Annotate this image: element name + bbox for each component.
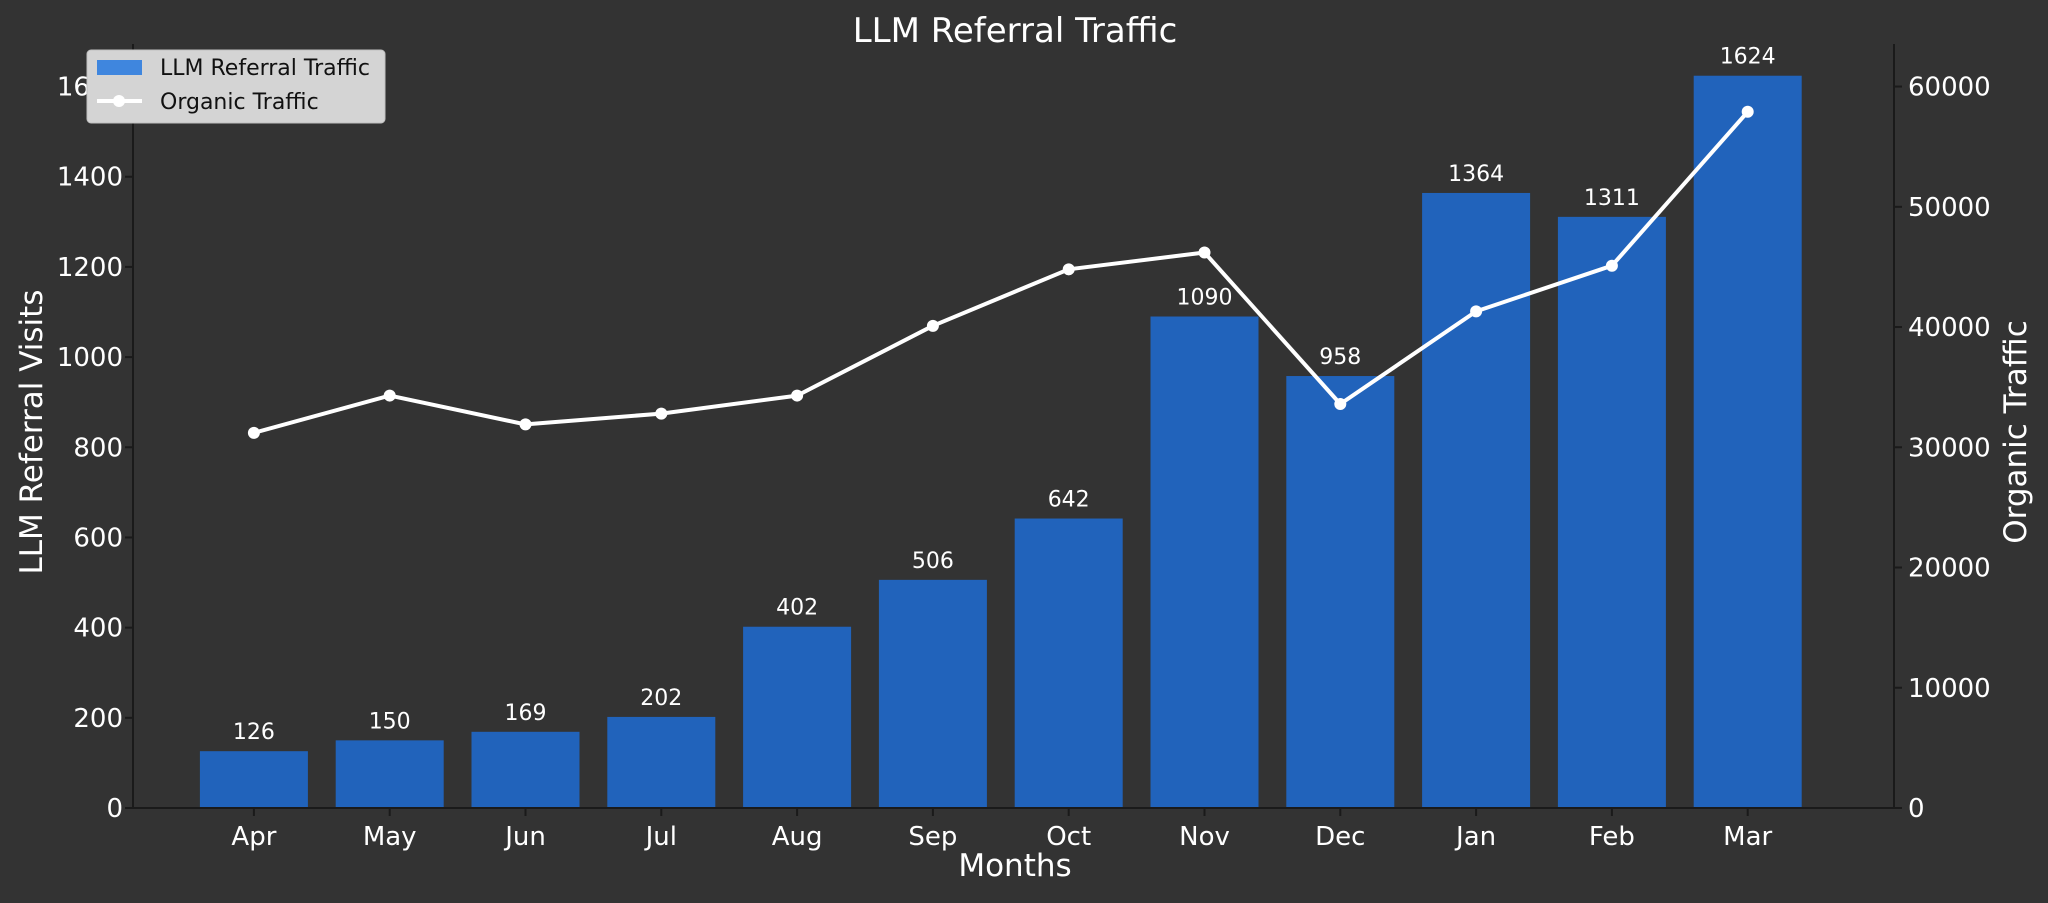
bar-value-label: 642	[1048, 488, 1090, 513]
organic-traffic-point	[1198, 246, 1211, 259]
x-tick-label: Jun	[503, 822, 546, 852]
y2-tick-label: 50000	[1908, 193, 1991, 223]
bar-value-label: 202	[640, 686, 682, 711]
y2-tick-label: 0	[1908, 794, 1925, 824]
bar	[607, 716, 716, 808]
organic-traffic-point	[1605, 259, 1618, 272]
bar	[335, 740, 444, 808]
bar-value-label: 1364	[1448, 162, 1504, 187]
organic-traffic-point	[1334, 397, 1347, 410]
bar	[743, 626, 852, 808]
x-tick-label: Jul	[644, 822, 677, 852]
bar	[1286, 376, 1395, 808]
x-tick-label: Oct	[1046, 822, 1091, 852]
x-tick-label: Aug	[772, 822, 823, 852]
y-tick-label: 400	[73, 614, 123, 644]
x-tick-label: Nov	[1179, 822, 1230, 852]
bar-value-label: 402	[776, 596, 818, 621]
x-tick-label: May	[363, 822, 417, 852]
y-tick-label: 0	[106, 794, 123, 824]
organic-traffic-point	[1741, 105, 1754, 118]
x-tick-label: Apr	[231, 822, 276, 852]
bar-value-label: 169	[505, 701, 547, 726]
organic-traffic-line	[253, 110, 1750, 435]
y2-tick-label: 40000	[1908, 313, 1991, 343]
legend-label-llm: LLM Referral Traffic	[160, 56, 370, 81]
bar-value-label: 1311	[1584, 186, 1640, 211]
legend-box	[86, 49, 386, 124]
y2-axis-label: Organic Traffic	[1998, 320, 2034, 544]
y-tick-label: 200	[73, 704, 123, 734]
y2-tick-label: 30000	[1908, 433, 1991, 463]
y-axis-label: LLM Referral Visits	[14, 290, 50, 575]
y-tick-label: 800	[73, 433, 123, 463]
bar	[1422, 192, 1531, 808]
bar	[1693, 75, 1802, 808]
bar-value-label: 1090	[1177, 286, 1233, 311]
x-tick-label: Feb	[1589, 822, 1635, 852]
chart-title: LLM Referral Traffic	[853, 11, 1178, 51]
organic-traffic-point	[247, 426, 260, 439]
bar	[1014, 518, 1123, 808]
organic-traffic-point	[519, 418, 532, 431]
x-tick-label: Mar	[1723, 822, 1772, 852]
y-tick-label: 1000	[57, 343, 123, 373]
bar	[878, 579, 987, 808]
organic-traffic-point	[383, 389, 396, 402]
y-tick-label: 1200	[57, 253, 123, 283]
organic-traffic-point	[1062, 263, 1075, 276]
bar-value-label: 958	[1319, 345, 1361, 370]
bar	[1557, 216, 1666, 809]
bar-value-label: 506	[912, 549, 954, 574]
bar	[1150, 316, 1259, 808]
legend-swatch-bar	[97, 60, 142, 75]
bar-value-label: 126	[233, 720, 275, 745]
legend-swatch-marker	[113, 95, 125, 107]
bar-value-label: 1624	[1720, 45, 1776, 70]
bar-value-label: 150	[369, 709, 411, 734]
organic-traffic-point	[655, 407, 668, 420]
organic-traffic-point	[1470, 305, 1483, 318]
legend: LLM Referral Traffic Organic Traffic	[86, 49, 386, 124]
y2-tick-label: 60000	[1908, 73, 1991, 103]
x-tick-label: Sep	[908, 822, 957, 852]
y2-tick-label: 10000	[1908, 674, 1991, 704]
x-axis-label: Months	[958, 848, 1071, 884]
bar	[471, 731, 580, 808]
x-tick-label: Dec	[1315, 822, 1365, 852]
x-tick-label: Jan	[1454, 822, 1496, 852]
bar	[199, 751, 308, 808]
y-tick-label: 600	[73, 523, 123, 553]
organic-traffic-point	[791, 389, 804, 402]
organic-traffic-point	[926, 319, 939, 332]
y-tick-label: 1400	[57, 163, 123, 193]
y2-tick-label: 20000	[1908, 554, 1991, 584]
plot-area: 126 150 169 202 402 506 642 1090 958 1364 1311 1624…	[57, 44, 1991, 852]
legend-label-organic: Organic Traffic	[160, 90, 319, 115]
